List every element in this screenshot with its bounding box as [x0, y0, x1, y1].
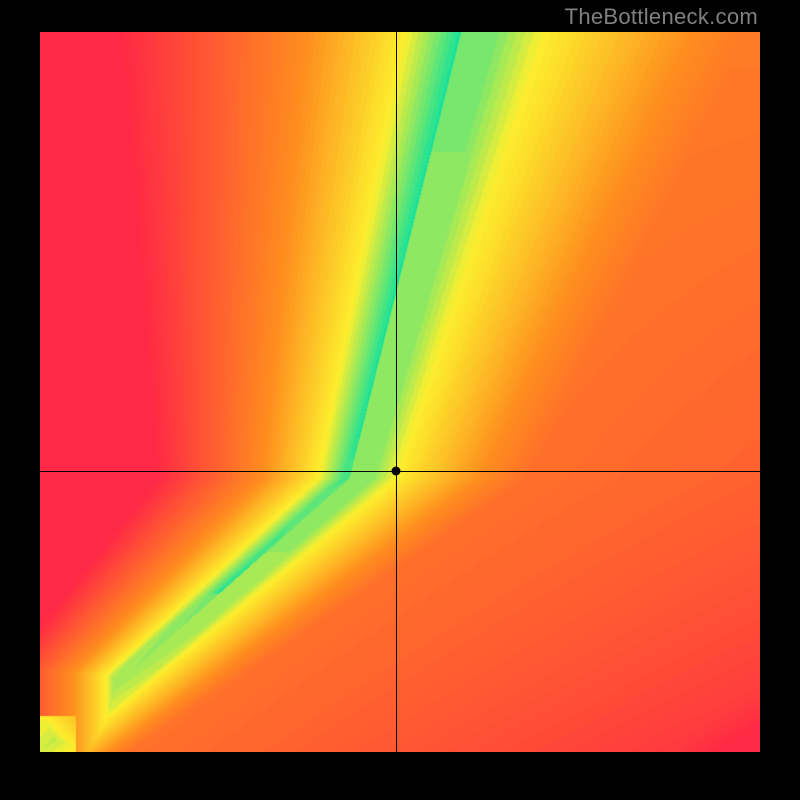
heatmap-plot	[40, 32, 760, 752]
watermark-text: TheBottleneck.com	[565, 4, 758, 30]
crosshair-vertical	[396, 32, 397, 752]
heatmap-canvas	[40, 32, 760, 752]
crosshair-marker	[392, 467, 401, 476]
